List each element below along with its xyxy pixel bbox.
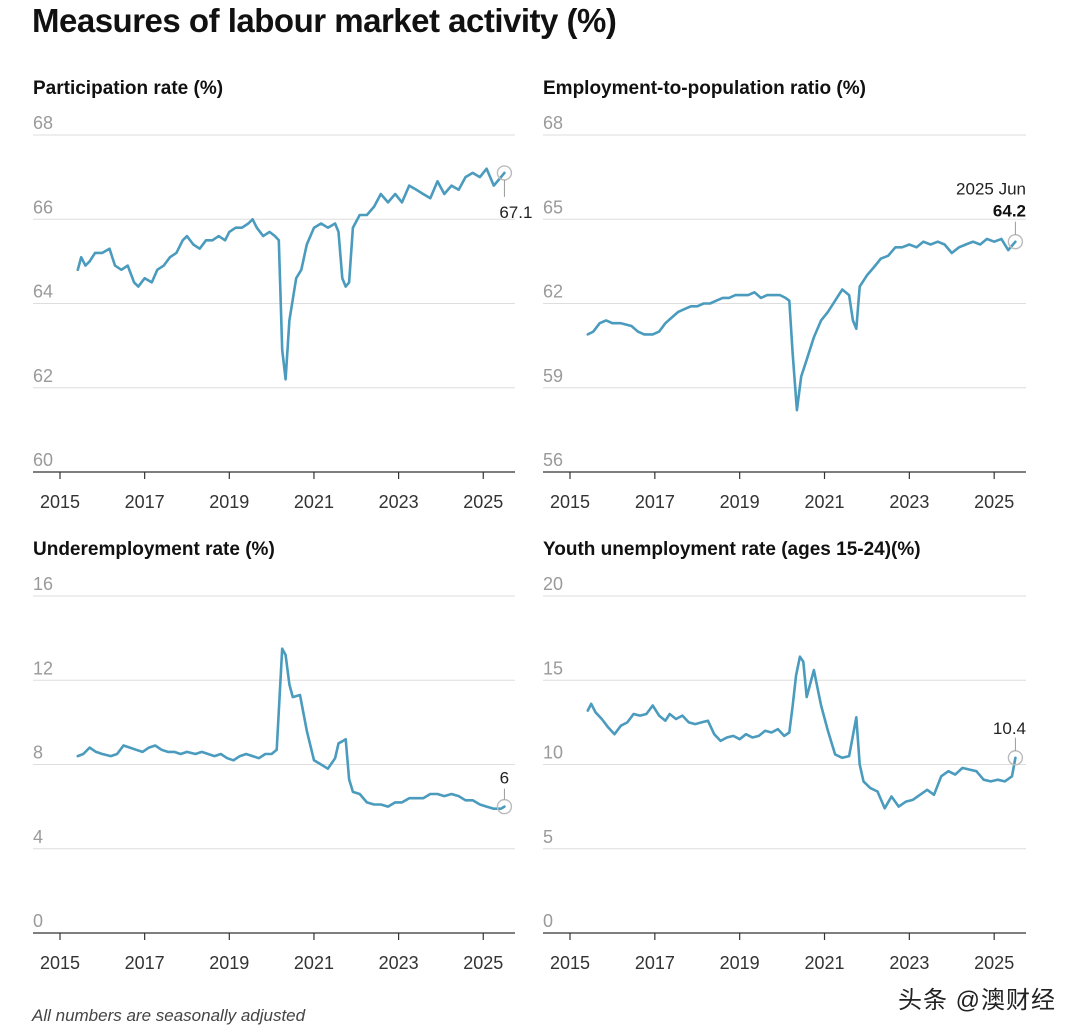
x-tick-label: 2019 <box>720 492 760 512</box>
x-tick-label: 2025 <box>974 492 1014 512</box>
x-tick-label: 2019 <box>209 953 249 973</box>
x-tick-label: 2015 <box>40 492 80 512</box>
y-tick-label: 12 <box>33 658 53 678</box>
footnote: All numbers are seasonally adjusted <box>32 1006 306 1025</box>
watermark: 头条 @澳财经 <box>897 987 1056 1014</box>
panel-title-participation: Participation rate (%) <box>33 78 224 99</box>
series-line <box>76 647 506 810</box>
x-tick-label: 2021 <box>294 953 334 973</box>
end-value-label: 10.4 <box>993 719 1026 738</box>
x-tick-label: 2017 <box>635 953 675 973</box>
panel-title-underemployment: Underemployment rate (%) <box>33 539 275 560</box>
x-tick-label: 2025 <box>463 492 503 512</box>
y-tick-label: 59 <box>543 366 563 386</box>
y-tick-label: 62 <box>33 366 53 386</box>
x-tick-label: 2021 <box>294 492 334 512</box>
y-tick-label: 65 <box>543 197 563 217</box>
x-tick-label: 2025 <box>974 953 1014 973</box>
x-tick-label: 2023 <box>379 492 419 512</box>
x-tick-label: 2015 <box>40 953 80 973</box>
x-tick-label: 2021 <box>804 492 844 512</box>
x-tick-label: 2023 <box>379 953 419 973</box>
x-tick-label: 2019 <box>720 953 760 973</box>
y-tick-label: 8 <box>33 743 43 763</box>
y-tick-label: 20 <box>543 574 563 594</box>
panel-title-youth-unemployment: Youth unemployment rate (ages 15-24)(%) <box>543 539 921 560</box>
y-tick-label: 68 <box>33 113 53 133</box>
chart-underemployment-rate: 0 4 8 12 16 2015 2017 2019 2021 2023 2025 6 <box>33 574 515 973</box>
y-tick-label: 64 <box>33 282 53 302</box>
main-title: Measures of labour market activity (%) <box>32 2 617 39</box>
end-date-label: 2025 Jun <box>956 180 1026 199</box>
panel-title-employment: Employment-to-population ratio (%) <box>543 78 866 99</box>
end-value-label: 64.2 <box>993 202 1026 221</box>
x-tick-label: 2019 <box>209 492 249 512</box>
y-tick-label: 16 <box>33 574 53 594</box>
y-tick-label: 66 <box>33 197 53 217</box>
y-tick-label: 60 <box>33 450 53 470</box>
x-tick-label: 2023 <box>889 953 929 973</box>
y-tick-label: 0 <box>33 911 43 931</box>
y-tick-label: 62 <box>543 282 563 302</box>
y-tick-label: 0 <box>543 911 553 931</box>
y-tick-label: 5 <box>543 827 553 847</box>
end-value-label: 67.1 <box>499 203 532 222</box>
y-tick-label: 15 <box>543 658 563 678</box>
y-tick-label: 10 <box>543 743 563 763</box>
y-tick-label: 68 <box>543 113 563 133</box>
x-tick-label: 2017 <box>125 492 165 512</box>
y-tick-label: 4 <box>33 827 43 847</box>
series-line <box>586 655 1017 810</box>
x-tick-label: 2023 <box>889 492 929 512</box>
y-tick-label: 56 <box>543 450 563 470</box>
end-value-label: 6 <box>500 769 509 788</box>
series-line <box>586 237 1017 412</box>
x-tick-label: 2025 <box>463 953 503 973</box>
x-tick-label: 2015 <box>550 953 590 973</box>
chart-participation-rate: 60 62 64 66 68 2015 2017 2019 2021 2023 2025 67.1 <box>33 113 532 512</box>
x-tick-label: 2021 <box>804 953 844 973</box>
series-line <box>76 167 506 381</box>
x-tick-label: 2017 <box>635 492 675 512</box>
x-tick-label: 2015 <box>550 492 590 512</box>
x-tick-label: 2017 <box>125 953 165 973</box>
